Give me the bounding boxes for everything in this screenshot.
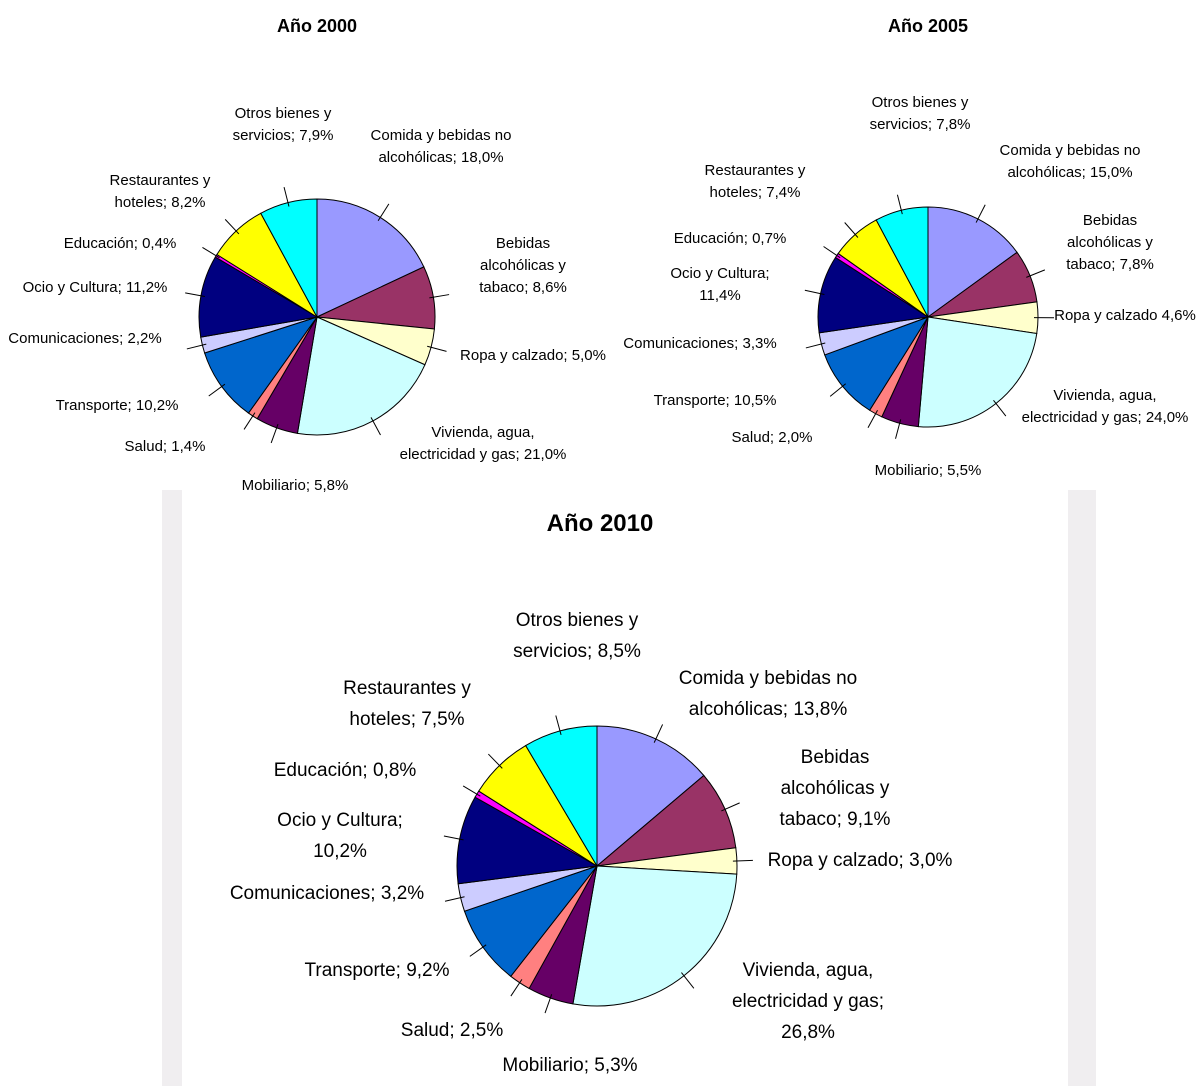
data-label: Vivienda, agua, electricidad y gas; 26,8…: [731, 960, 885, 1043]
data-label: Vivienda, agua, electricidad y gas; 21,0…: [399, 424, 567, 463]
data-label: Bebidas alcohólicas y tabaco; 7,8%: [1066, 212, 1154, 273]
data-label: Otros bienes y servicios; 7,9%: [232, 105, 334, 144]
leader-line: [370, 417, 381, 436]
leader-line: [283, 186, 290, 207]
leader-line: [829, 383, 847, 397]
leader-line: [510, 979, 523, 997]
leader-line: [544, 994, 553, 1014]
leader-line: [377, 203, 390, 222]
leader-line: [469, 944, 487, 957]
data-label: Comunicaciones; 3,2%: [229, 883, 425, 904]
leader-line: [224, 219, 240, 235]
leader-line: [270, 423, 279, 444]
data-label: Ropa y calzado; 5,0%: [460, 347, 606, 364]
leader-line: [555, 715, 562, 735]
leader-line: [462, 785, 481, 797]
data-label: Educación; 0,7%: [673, 230, 787, 247]
leader-line: [896, 194, 903, 215]
leader-line: [844, 222, 859, 238]
leader-line: [429, 294, 450, 299]
data-label: Restaurantes y hoteles; 8,2%: [109, 172, 211, 211]
data-label: Educación; 0,8%: [273, 760, 417, 781]
leader-line: [804, 289, 825, 296]
leader-line: [867, 409, 878, 429]
data-label: Transporte; 10,5%: [653, 392, 777, 409]
leader-line: [487, 753, 503, 769]
data-label: Comida y bebidas no alcohólicas; 13,8%: [678, 668, 858, 720]
leader-line: [1026, 269, 1046, 278]
data-label: Comida y bebidas no alcohólicas; 18,0%: [370, 127, 512, 166]
data-label: Salud; 2,5%: [400, 1020, 504, 1041]
leader-line: [443, 835, 464, 841]
leader-line: [681, 972, 695, 989]
leader-line: [823, 246, 841, 259]
data-label: Vivienda, agua, electricidad y gas; 24,0…: [1021, 387, 1189, 426]
data-label: Transporte; 10,2%: [55, 397, 179, 414]
chart-title: Año 2010: [546, 510, 654, 537]
data-label: Comunicaciones; 3,3%: [623, 335, 777, 352]
data-label: Mobiliario; 5,3%: [502, 1055, 638, 1076]
data-label: Salud; 2,0%: [731, 429, 813, 446]
data-label: Restaurantes y hoteles; 7,5%: [343, 678, 471, 730]
leader-line: [975, 204, 986, 223]
chart-title: Año 2000: [276, 16, 358, 36]
leader-line: [721, 802, 740, 812]
leader-line: [186, 343, 207, 350]
data-label: Otros bienes y servicios; 8,5%: [513, 610, 641, 662]
chart-title: Año 2005: [887, 16, 969, 36]
data-label: Mobiliario; 5,8%: [241, 477, 349, 494]
leader-line: [444, 896, 465, 902]
leader-line: [427, 345, 447, 352]
leader-line: [185, 292, 205, 297]
data-label: Ocio y Cultura; 11,2%: [22, 279, 168, 296]
data-label: Mobiliario; 5,5%: [874, 462, 982, 479]
data-label: Bebidas alcohólicas y tabaco; 8,6%: [479, 235, 567, 296]
data-label: Otros bienes y servicios; 7,8%: [869, 94, 971, 133]
data-label: Restaurantes y hoteles; 7,4%: [704, 162, 806, 201]
data-label: Ocio y Cultura; 10,2%: [277, 810, 403, 862]
leader-line: [993, 400, 1007, 417]
data-label: Transporte; 9,2%: [304, 960, 450, 981]
data-label: Comunicaciones; 2,2%: [8, 330, 162, 347]
pie-slice: [917, 316, 1038, 428]
data-label: Salud; 1,4%: [124, 438, 206, 455]
data-label: Ocio y Cultura; 11,4%: [670, 265, 770, 304]
leader-line: [805, 342, 826, 349]
leader-line: [208, 383, 226, 397]
leader-line: [653, 724, 664, 743]
data-label: Bebidas alcohólicas y tabaco; 9,1%: [779, 747, 891, 830]
leader-line: [895, 419, 902, 439]
leader-line: [202, 247, 220, 259]
data-label: Ropa y calzado 4,6%: [1054, 307, 1196, 324]
leader-line: [243, 412, 256, 430]
data-label: Educación; 0,4%: [63, 235, 177, 252]
data-label: Comida y bebidas no alcohólicas; 15,0%: [999, 142, 1141, 181]
data-label: Ropa y calzado; 3,0%: [767, 850, 953, 871]
leader-line: [732, 859, 753, 862]
